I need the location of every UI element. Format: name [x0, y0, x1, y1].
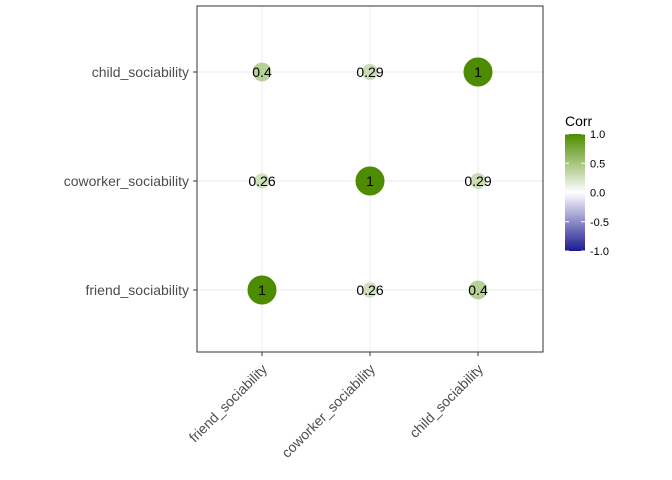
color-legend: Corr 1.0 0.5 0.0 -0.5 -1.0	[565, 113, 609, 258]
corr-value-label: 0.4	[468, 282, 488, 298]
correlation-circles	[247, 57, 493, 305]
cell-labels: 1 0.26 0.4 0.26 1 0.29 0.4 0.29 1	[248, 64, 491, 298]
corr-circle-coworker_sociability-friend_sociability	[254, 173, 270, 189]
y-axis-ticks: friend_sociability coworker_sociability ch…	[64, 64, 197, 298]
legend-tick-label: -0.5	[590, 217, 609, 229]
corr-circle-child_sociability-child_sociability	[463, 57, 493, 87]
legend-tick-label: 1.0	[590, 129, 605, 141]
legend-tick-label: 0.5	[590, 158, 605, 170]
corr-circle-child_sociability-friend_sociability	[252, 62, 272, 82]
x-tick-label: child_sociability	[406, 361, 486, 441]
corr-circle-coworker_sociability-coworker_sociability	[355, 166, 385, 196]
corr-value-label: 0.29	[464, 173, 491, 189]
corr-value-label: 1	[474, 64, 482, 80]
corr-circle-friend_sociability-child_sociability	[468, 280, 488, 300]
y-tick-label: coworker_sociability	[64, 173, 189, 189]
legend-title: Corr	[565, 113, 593, 129]
corr-value-label: 0.26	[356, 282, 383, 298]
corr-value-label: 1	[258, 282, 266, 298]
corr-value-label: 0.26	[248, 173, 275, 189]
x-axis-ticks: friend_sociability coworker_sociability ch…	[186, 352, 486, 461]
corr-value-label: 0.4	[252, 64, 272, 80]
corr-circle-coworker_sociability-child_sociability	[469, 172, 487, 190]
corr-value-label: 0.29	[356, 64, 383, 80]
legend-tick-label: -1.0	[590, 246, 609, 258]
corr-circle-friend_sociability-coworker_sociability	[362, 282, 378, 298]
legend-tick-label: 0.0	[590, 188, 605, 200]
x-tick-label: coworker_sociability	[278, 361, 378, 461]
legend-colorbar	[565, 134, 585, 251]
y-tick-label: friend_sociability	[86, 282, 190, 298]
y-tick-label: child_sociability	[92, 64, 189, 80]
corr-value-label: 1	[366, 173, 374, 189]
legend-ticks: 1.0 0.5 0.0 -0.5 -1.0	[565, 129, 609, 258]
x-tick-label: friend_sociability	[186, 361, 270, 445]
corr-circle-friend_sociability-friend_sociability	[247, 275, 277, 305]
corr-circle-child_sociability-coworker_sociability	[361, 63, 379, 81]
